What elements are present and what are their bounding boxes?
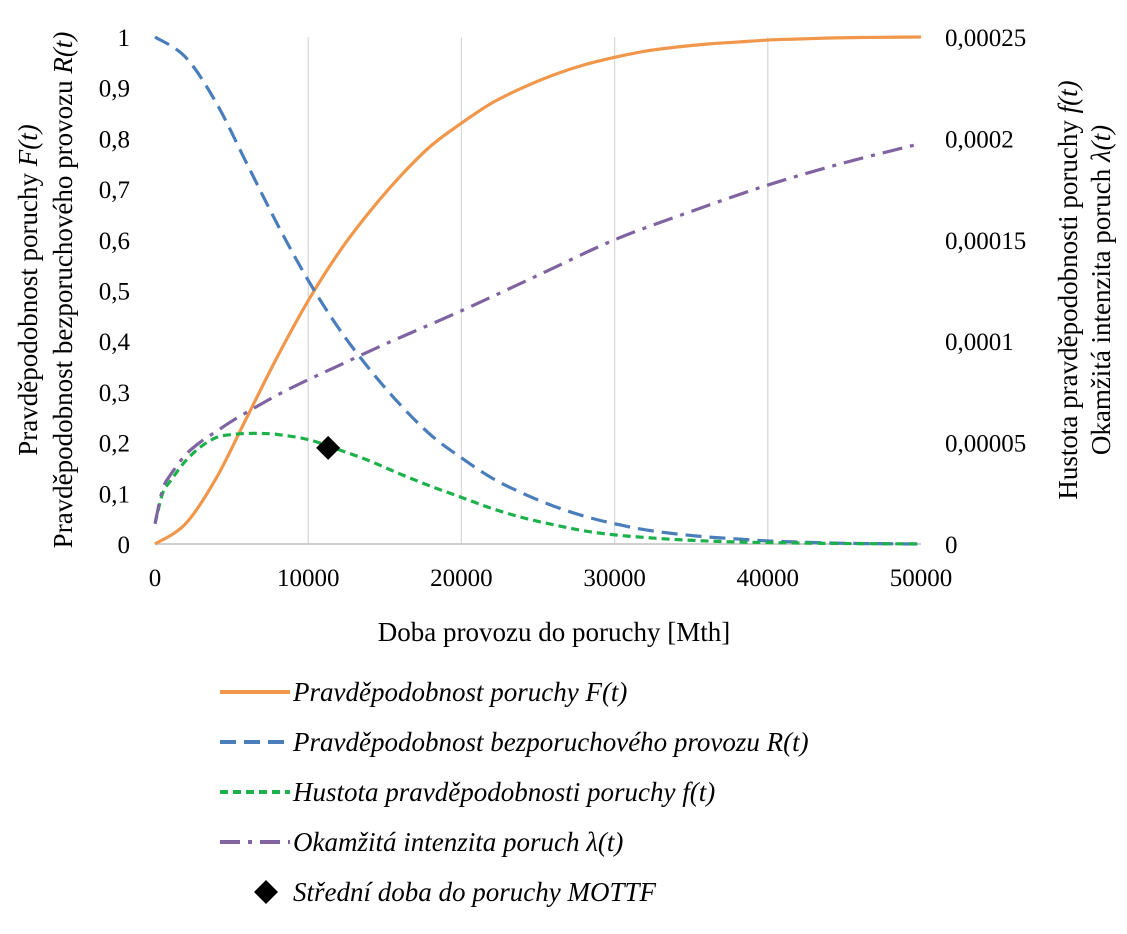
x-tick-label: 50000 (890, 565, 953, 592)
legend-swatch-f (220, 790, 290, 794)
chart-svg: 0 10000 20000 30000 40000 50000 0 0,1 0,2 0,3 0,4… (13, 25, 1116, 647)
legend-item-f: Hustota pravděpodobnosti poruchy f(t) (218, 772, 1018, 822)
y-left-tick-label: 0,3 (99, 380, 130, 407)
x-tick-label: 20000 (430, 565, 493, 592)
y-left-axis-title-2: Pravděpodobnost bezporuchového provozu R… (48, 32, 78, 549)
legend-label-lambda: Okamžitá intenzita poruch λ(t) (293, 827, 624, 857)
y-right-axis-title-2-text: Okamžitá intenzita poruch (1086, 162, 1116, 455)
y-left-axis-title-2-var: R(t) (48, 32, 78, 75)
y-right-axis-title-1-text: Hustota pravděpodobnosti poruchy (1053, 113, 1083, 499)
series-line-3 (153, 141, 922, 525)
legend-swatch-lambda (220, 840, 290, 844)
y-left-tick-label: 0,5 (99, 279, 130, 306)
y-right-tick-label: 0,00025 (945, 25, 1026, 52)
legend-swatch-F (220, 690, 290, 694)
y-left-tick-labels: 0 0,1 0,2 0,3 0,4 0,5 0,6 0,7 0,8 0,9 1 (99, 25, 131, 559)
legend-label-mottf: Střední doba do poruchy MOTTF (293, 877, 656, 907)
legend-item-R: Pravděpodobnost bezporuchového provozu R… (218, 722, 1018, 772)
y-left-axis-title-1-var: F(t) (13, 124, 43, 167)
y-right-axis-title-1-var: f(t) (1053, 80, 1083, 113)
legend: Pravděpodobnost poruchy F(t) Pravděpodob… (218, 672, 1018, 922)
y-left-axis-title-1-text: Pravděpodobnost poruchy (13, 166, 43, 455)
y-right-axis-title-2-var: λ(t) (1086, 125, 1116, 163)
legend-marker-mottf (254, 880, 278, 904)
series-lines (153, 35, 922, 546)
mottf-point-marker (316, 435, 341, 460)
y-right-tick-label: 0,00015 (945, 228, 1026, 255)
y-right-tick-label: 0 (945, 532, 958, 559)
series-line-1 (154, 35, 922, 546)
y-left-axis-title-1: Pravděpodobnost poruchy F(t) (13, 124, 43, 455)
y-left-tick-label: 0,8 (99, 126, 130, 153)
y-left-tick-label: 0,1 (99, 481, 130, 508)
legend-item-lambda: Okamžitá intenzita poruch λ(t) (218, 822, 1018, 872)
x-tick-label: 40000 (737, 565, 800, 592)
y-left-tick-label: 0,7 (99, 177, 130, 204)
y-left-tick-label: 0,6 (99, 228, 130, 255)
x-tick-labels: 0 10000 20000 30000 40000 50000 (149, 565, 953, 592)
legend-label-R: Pravděpodobnost bezporuchového provozu R… (293, 727, 809, 757)
y-right-tick-label: 0,0001 (945, 329, 1014, 356)
y-right-tick-labels: 0 0,00005 0,0001 0,00015 0,0002 0,00025 (945, 25, 1026, 559)
y-left-tick-label: 0,4 (99, 329, 131, 356)
y-right-axis-title-2: Okamžitá intenzita poruch λ(t) (1086, 125, 1116, 455)
y-left-tick-label: 0,2 (99, 431, 130, 458)
series-line-2 (153, 431, 922, 546)
legend-label-F: Pravděpodobnost poruchy F(t) (293, 677, 628, 707)
legend-swatch-mottf (254, 880, 278, 904)
y-right-axis-title-1: Hustota pravděpodobnosti poruchy f(t) (1053, 80, 1083, 499)
legend-swatch-R (220, 740, 290, 744)
y-right-tick-label: 0,0002 (945, 126, 1014, 153)
y-left-axis-title-2-text: Pravděpodobnost bezporuchového provozu (48, 74, 78, 549)
y-left-tick-label: 0,9 (99, 76, 130, 103)
x-axis-title: Doba provozu do poruchy [Mth] (378, 617, 730, 647)
x-tick-label: 30000 (583, 565, 646, 592)
series-line-0 (154, 35, 922, 546)
gridlines (307, 37, 769, 544)
x-tick-label: 10000 (277, 565, 340, 592)
y-left-tick-label: 1 (118, 25, 131, 52)
y-left-tick-label: 0 (118, 532, 131, 559)
legend-item-F: Pravděpodobnost poruchy F(t) (218, 672, 1018, 722)
legend-item-mottf: Střední doba do poruchy MOTTF (218, 872, 1018, 922)
legend-label-f: Hustota pravděpodobnosti poruchy f(t) (293, 777, 716, 807)
y-right-tick-label: 0,00005 (945, 431, 1026, 458)
x-tick-label: 0 (149, 565, 162, 592)
